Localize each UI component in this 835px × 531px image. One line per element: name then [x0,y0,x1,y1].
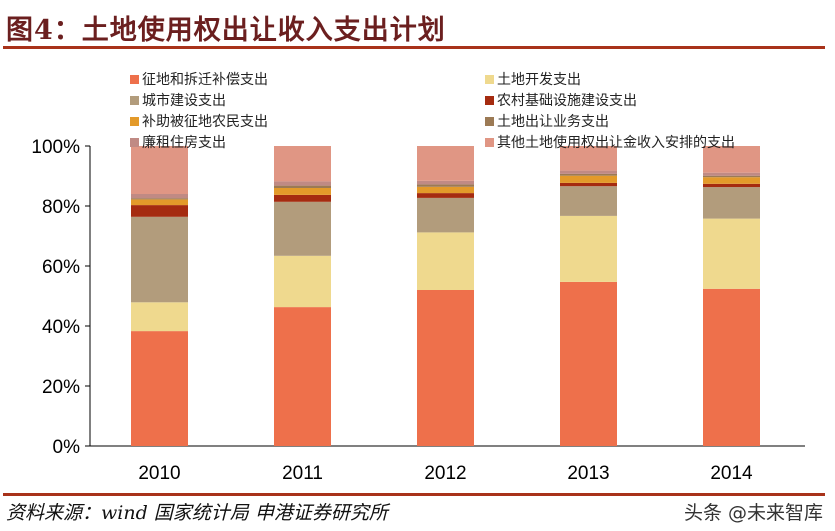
bar-segment [131,216,188,303]
legend-swatch [485,137,494,147]
bar-segment [703,146,760,173]
bar-segment [560,175,617,183]
bar-segment [274,201,331,256]
x-tick-label: 2011 [282,463,323,484]
bar-segment [131,205,188,217]
legend-label: 征地和拆迁补偿支出 [142,72,268,88]
bar-segment [417,184,474,187]
legend-item: 城市建设支出 [130,90,226,110]
bar-segment [131,194,188,199]
legend-swatch [130,95,139,105]
legend-label: 其他土地使用权出让金收入安排的支出 [497,135,735,151]
y-tick-label: 20% [42,377,80,398]
bar-segment [560,170,617,174]
legend-swatch [485,116,494,126]
bar-segment [274,181,331,186]
legend-item: 农村基础设施建设支出 [485,90,637,110]
bar-segment [274,194,331,202]
legend-swatch [130,74,139,84]
legend-item: 土地开发支出 [485,69,581,89]
legend-item: 廉租住房支出 [130,132,226,152]
bar-segment [131,198,188,200]
y-tick-label: 0% [53,437,81,458]
y-tick-label: 60% [42,257,80,278]
x-tick-label: 2014 [710,463,753,484]
x-tick-label: 2010 [138,463,180,484]
bar-segment [274,307,331,446]
y-tick-label: 100% [31,137,80,158]
legend-swatch [485,74,494,84]
bar-segment [417,180,474,185]
bar-segment [560,173,617,176]
bar-segment [417,290,474,446]
bar-segment [131,146,188,194]
bar-segment [703,177,760,184]
legend-swatch [485,95,494,105]
legend-label: 廉租住房支出 [142,135,226,151]
x-tick-label: 2013 [567,463,609,484]
bar-segment [274,146,331,182]
bar-segment [131,331,188,446]
bar-segment [560,186,617,216]
bar-segment [560,146,617,171]
watermark: 头条 @未来智库 [683,502,823,524]
legend-label: 土地开发支出 [497,72,581,88]
legend-item: 其他土地使用权出让金收入安排的支出 [485,132,735,152]
legend-item: 征地和拆迁补偿支出 [130,69,268,89]
source-note: 资料来源：wind 国家统计局 申港证券研究所 [6,502,388,524]
bar-segment [274,255,331,308]
legend-swatch [130,116,139,126]
bar-segment [703,172,760,176]
bar-segment [417,186,474,194]
bar-segment [131,302,188,332]
x-tick-label: 2012 [424,463,466,484]
y-tick-label: 40% [42,317,80,338]
bar-segment [703,288,760,446]
legend-label: 补助被征地农民支出 [142,114,268,130]
source-divider [3,493,825,496]
legend-label: 城市建设支出 [142,93,226,109]
legend-item: 补助被征地农民支出 [130,111,268,131]
bar-segment [417,146,474,181]
bar-segment [703,218,760,289]
legend-label: 土地出让业务支出 [497,114,609,130]
legend-label: 农村基础设施建设支出 [497,93,637,109]
bar-segment [703,183,760,188]
bar-segment [560,215,617,282]
bar-segment [417,232,474,290]
bar-segment [131,199,188,206]
bar-segment [703,187,760,219]
y-tick-label: 80% [42,197,80,218]
bar-segment [560,281,617,446]
bar-segment [274,185,331,188]
title-divider [3,46,825,49]
bar-segment [560,182,617,187]
legend-item: 土地出让业务支出 [485,111,609,131]
bar-segment [703,175,760,178]
figure-title: 图4：土地使用权出让收入支出计划 [6,15,446,46]
legend-swatch [130,137,139,147]
bar-segment [417,197,474,233]
bar-segment [417,193,474,198]
bar-segment [274,188,331,195]
